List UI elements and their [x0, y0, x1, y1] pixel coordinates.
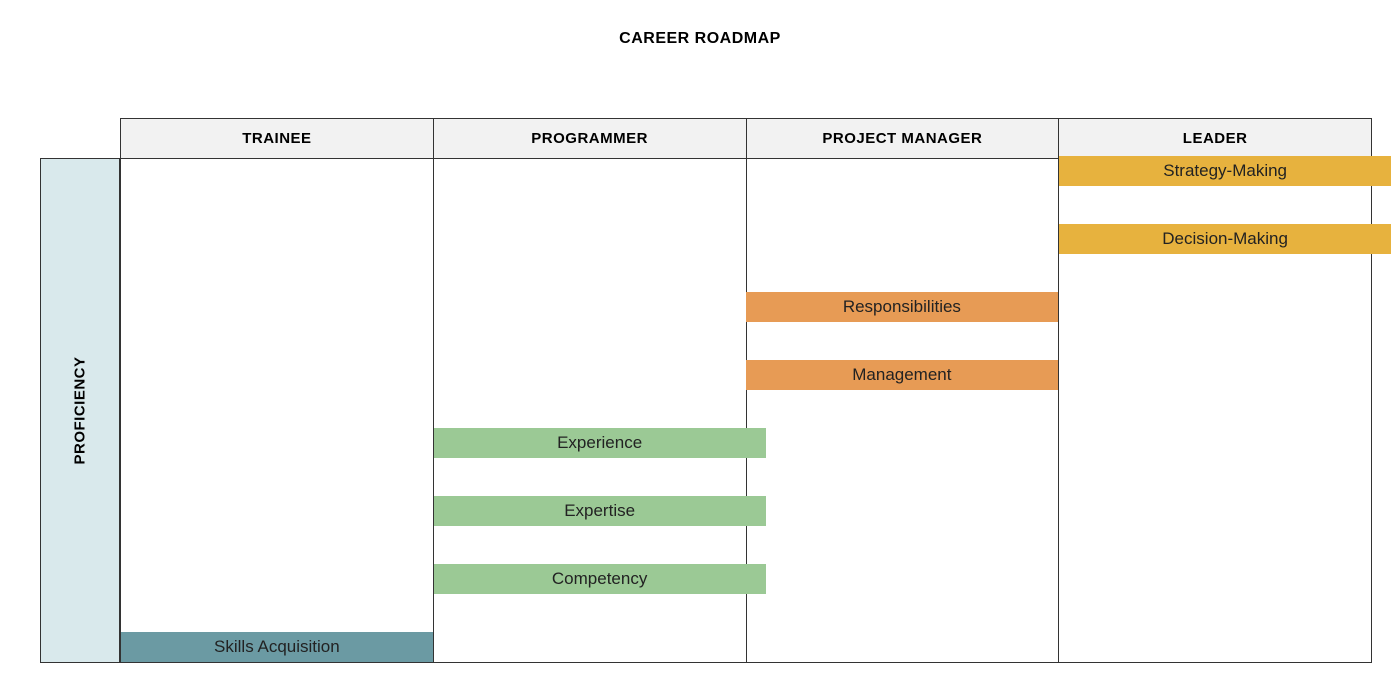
column-body-project-manager: Management Responsibilities — [747, 159, 1059, 662]
bar-decision-making: Decision-Making — [1059, 224, 1391, 254]
bar-management: Management — [746, 360, 1059, 390]
column-header-project-manager: PROJECT MANAGER — [747, 119, 1059, 159]
page-title: CAREER ROADMAP — [0, 0, 1400, 76]
y-axis: PROFICIENCY — [40, 158, 120, 663]
y-axis-label: PROFICIENCY — [72, 356, 89, 464]
column-body-leader: Decision-MakingStrategy-Making — [1059, 159, 1371, 662]
column-body-trainee: Skills Acquisition — [121, 159, 433, 662]
career-roadmap-chart: PROFICIENCY TRAINEESkills AcquisitionPRO… — [40, 118, 1372, 663]
column-body-programmer: CompetencyExpertiseExperience — [434, 159, 746, 662]
column-leader: LEADERDecision-MakingStrategy-Making — [1059, 118, 1372, 663]
column-project-manager: PROJECT MANAGER Management Responsibilitie… — [747, 118, 1060, 663]
bar-competency: Competency — [434, 564, 766, 594]
columns-grid: TRAINEESkills AcquisitionPROGRAMMERCompe… — [120, 118, 1372, 663]
bar-responsibilities: Responsibilities — [746, 292, 1059, 322]
bar-skills-acquisition: Skills Acquisition — [121, 632, 433, 662]
column-trainee: TRAINEE Skills Acquisition — [120, 118, 434, 663]
bar-expertise: Expertise — [434, 496, 766, 526]
bar-strategy-making: Strategy-Making — [1059, 156, 1391, 186]
column-header-trainee: TRAINEE — [121, 119, 433, 159]
column-programmer: PROGRAMMERCompetencyExpertiseExperience — [434, 118, 747, 663]
bar-experience: Experience — [434, 428, 766, 458]
column-header-leader: LEADER — [1059, 119, 1371, 159]
column-header-programmer: PROGRAMMER — [434, 119, 746, 159]
